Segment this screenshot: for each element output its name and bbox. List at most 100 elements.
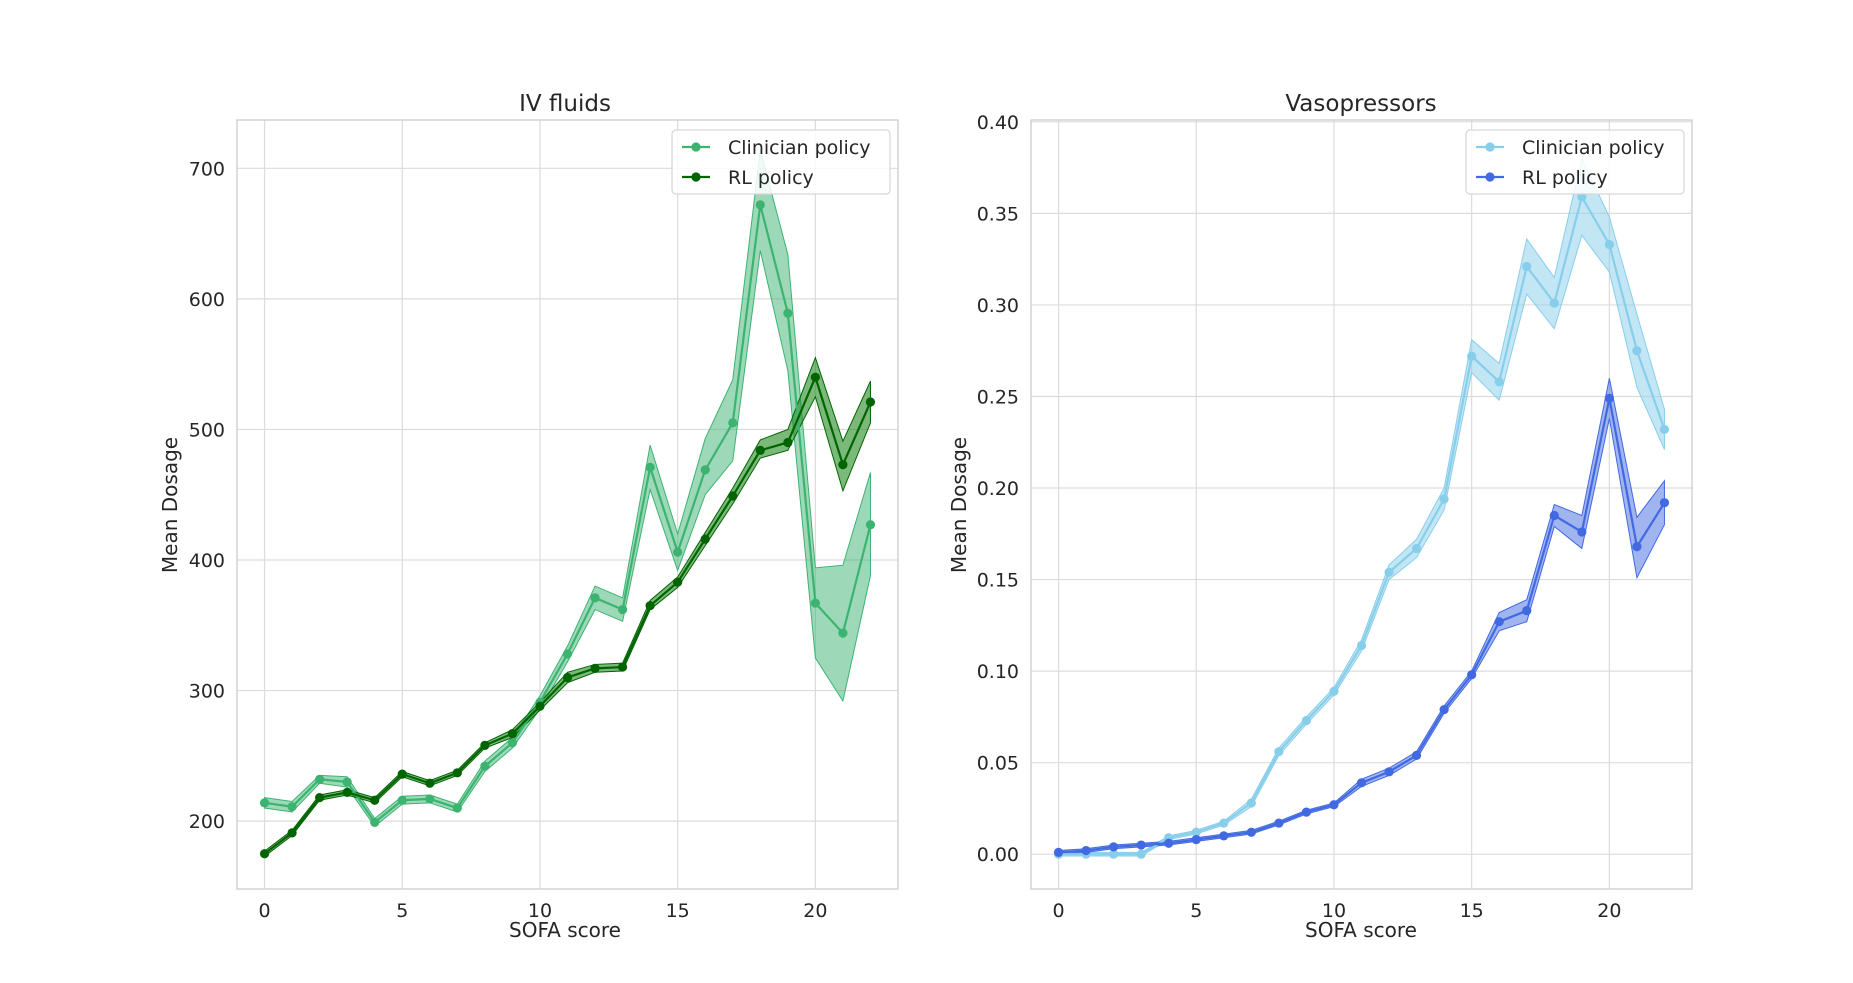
vasopressors-x-tick-label: 20 bbox=[1597, 900, 1621, 922]
vasopressors-y-tick-label: 0.15 bbox=[977, 570, 1019, 592]
vasopressors-x-axis-label: SOFA score bbox=[1305, 918, 1417, 942]
vasopressors-clinician-policy-point bbox=[1356, 640, 1367, 651]
vasopressors-clinician-policy-point bbox=[1274, 747, 1284, 757]
iv-fluids-clinician-policy-point bbox=[590, 593, 600, 603]
iv-fluids-clinician-policy-point bbox=[315, 774, 325, 784]
vasopressors-clinician-policy-point bbox=[1136, 849, 1146, 859]
iv-fluids-legend-rl-policy-label: RL policy bbox=[728, 167, 814, 189]
iv-fluids-clinician-policy-point bbox=[425, 794, 435, 804]
vasopressors-clinician-policy-point bbox=[1632, 346, 1642, 356]
vasopressors-y-tick-label: 0.00 bbox=[977, 844, 1019, 866]
vasopressors-clinician-policy-confidence-band bbox=[1058, 156, 1665, 857]
iv-fluids-clinician-policy-point bbox=[562, 649, 573, 659]
vasopressors-clinician-policy-point bbox=[1246, 798, 1256, 808]
iv-fluids-rl-policy-point bbox=[287, 828, 297, 838]
iv-fluids-rl-policy-point bbox=[452, 768, 462, 778]
iv-fluids-axes-background bbox=[237, 120, 898, 889]
iv-fluids-x-tick-label: 10 bbox=[528, 900, 552, 922]
iv-fluids-rl-policy-point bbox=[562, 672, 573, 683]
iv-fluids-clinician-policy-point bbox=[700, 465, 710, 475]
iv-fluids-clinician-policy-point bbox=[397, 795, 407, 805]
vasopressors-y-axis-label: Mean Dosage bbox=[947, 437, 971, 573]
iv-fluids-x-tick-label: 15 bbox=[666, 900, 690, 922]
iv-fluids-legend-clinician-policy-label: Clinician policy bbox=[728, 137, 871, 159]
iv-fluids-clinician-policy-point bbox=[810, 598, 820, 608]
iv-fluids-y-tick-label: 300 bbox=[189, 681, 225, 703]
iv-fluids-y-axis-label: Mean Dosage bbox=[158, 437, 182, 573]
vasopressors-x-tick-label: 5 bbox=[1190, 900, 1202, 922]
vasopressors-rl-policy-point bbox=[1136, 840, 1146, 850]
iv-fluids-clinician-policy-point bbox=[287, 802, 297, 812]
vasopressors-rl-policy-point bbox=[1053, 847, 1064, 857]
iv-fluids-clinician-policy-confidence-band bbox=[264, 149, 871, 828]
vasopressors-legend-box bbox=[1465, 129, 1685, 195]
vasopressors-rl-policy-point bbox=[1632, 542, 1642, 552]
iv-fluids-rl-policy-point bbox=[728, 491, 738, 501]
vasopressors-rl-policy-point bbox=[1494, 617, 1504, 627]
iv-fluids-legend: Clinician policy RL policy bbox=[671, 129, 891, 195]
vasopressors-rl-policy-point bbox=[1356, 778, 1367, 788]
vasopressors-legend-clinician-policy-label: Clinician policy bbox=[1522, 137, 1665, 159]
vasopressors-rl-policy-point bbox=[1246, 827, 1256, 837]
iv-fluids-rl-policy-point bbox=[342, 787, 352, 797]
iv-fluids-clinician-policy-point bbox=[645, 462, 655, 472]
iv-fluids-clinician-policy-point bbox=[259, 798, 270, 808]
iv-fluids-clinician-policy-point bbox=[865, 520, 876, 530]
iv-fluids-rl-policy-point bbox=[810, 372, 820, 382]
iv-fluids-rl-policy-point bbox=[783, 437, 793, 448]
iv-fluids-rl-policy-point bbox=[315, 793, 325, 803]
vasopressors-y-tick-label: 0.20 bbox=[977, 478, 1019, 500]
vasopressors-rl-policy-point bbox=[1301, 807, 1312, 817]
iv-fluids-clinician-policy-point bbox=[370, 817, 380, 828]
vasopressors-rl-policy-point bbox=[1549, 510, 1559, 521]
vasopressors-rl-policy-point bbox=[1329, 800, 1339, 810]
vasopressors-plot-area: 0 5 10 15 20 0.00 0.05 0.10 0.15 0.20 0.25 0.30 0.35… bbox=[977, 112, 1693, 922]
iv-fluids-rl-policy-point bbox=[507, 729, 518, 739]
iv-fluids-clinician-policy-point bbox=[728, 418, 738, 428]
iv-fluids-y-tick-label: 200 bbox=[189, 811, 225, 833]
iv-fluids-plot-area: 0 5 10 15 20 200 300 400 500 600 700 Clinician poli… bbox=[189, 119, 899, 922]
vasopressors-rl-policy-point bbox=[1659, 498, 1670, 508]
vasopressors-clinician-policy-point bbox=[1384, 567, 1394, 577]
vasopressors-rl-policy-point bbox=[1604, 393, 1614, 403]
iv-fluids-y-tick-label: 500 bbox=[189, 419, 225, 441]
iv-fluids-rl-policy-point bbox=[645, 601, 655, 611]
iv-fluids-rl-policy-point bbox=[535, 701, 545, 711]
vasopressors-y-tick-label: 0.40 bbox=[977, 112, 1019, 134]
vasopressors-rl-policy-point bbox=[1109, 842, 1119, 852]
vasopressors-x-tick-label: 0 bbox=[1052, 900, 1064, 922]
iv-fluids-legend-rl-policy-marker bbox=[691, 172, 701, 182]
iv-fluids-clinician-policy-point bbox=[507, 738, 518, 748]
iv-fluids-clinician-policy-point bbox=[673, 547, 683, 557]
vasopressors-rl-policy-point bbox=[1411, 750, 1422, 760]
iv-fluids-rl-policy-point bbox=[480, 740, 490, 750]
iv-fluids-clinician-policy-point bbox=[783, 308, 793, 318]
vasopressors-clinician-policy-point bbox=[1549, 298, 1559, 308]
iv-fluids-x-tick-label: 5 bbox=[396, 900, 408, 922]
iv-fluids-legend-box bbox=[671, 129, 891, 195]
vasopressors-rl-policy-point bbox=[1439, 704, 1449, 715]
vasopressors-clinician-policy-point bbox=[1301, 715, 1312, 726]
iv-fluids-rl-policy-point bbox=[838, 460, 848, 470]
vasopressors-rl-policy-point bbox=[1164, 838, 1174, 848]
vasopressors-rl-policy-point bbox=[1219, 831, 1229, 841]
iv-fluids-y-tick-label: 600 bbox=[189, 289, 225, 311]
vasopressors-y-tick-label: 0.25 bbox=[977, 386, 1019, 408]
iv-fluids-title: IV fluids bbox=[519, 91, 611, 117]
vasopressors-clinician-policy-point bbox=[1467, 351, 1477, 361]
vasopressors-legend-rl-policy-label: RL policy bbox=[1522, 167, 1608, 189]
vasopressors-clinician-policy-point bbox=[1604, 239, 1614, 250]
vasopressors-axes-frame bbox=[1030, 119, 1693, 890]
iv-fluids-x-axis-label: SOFA score bbox=[509, 918, 621, 942]
iv-fluids-clinician-policy-point bbox=[480, 761, 490, 771]
vasopressors-clinician-policy-point bbox=[1109, 849, 1119, 859]
iv-fluids-rl-policy-point bbox=[700, 534, 710, 544]
vasopressors-clinician-policy-point bbox=[1191, 827, 1201, 837]
vasopressors-panel: Vasopressors SOFA score Mean Dosage 0 5 10… bbox=[947, 91, 1693, 942]
vasopressors-y-tick-label: 0.05 bbox=[977, 753, 1019, 775]
iv-fluids-clinician-policy-point bbox=[838, 628, 848, 638]
iv-fluids-y-tick-label: 700 bbox=[189, 158, 225, 180]
iv-fluids-legend-clinician-policy-marker bbox=[691, 142, 701, 152]
vasopressors-y-tick-label: 0.10 bbox=[977, 661, 1019, 683]
